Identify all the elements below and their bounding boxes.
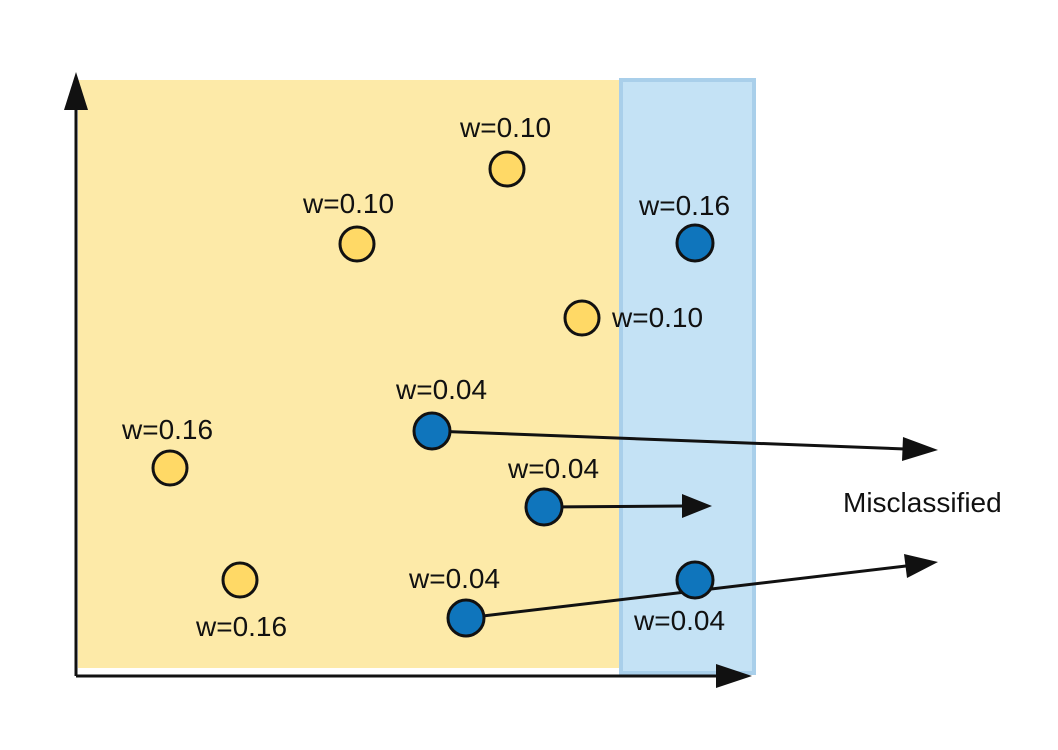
misclassified-label: Misclassified bbox=[843, 487, 1002, 518]
misclassified-arrowhead bbox=[682, 494, 712, 518]
blue-data-point bbox=[675, 560, 715, 600]
weight-label: w=0.16 bbox=[638, 190, 730, 221]
blue-data-point bbox=[524, 487, 564, 527]
weight-label: w=0.16 bbox=[121, 414, 213, 445]
yellow-data-point bbox=[151, 449, 189, 487]
misclassified-arrow bbox=[543, 504, 685, 509]
blue-data-point bbox=[675, 223, 715, 263]
weight-label: w=0.04 bbox=[507, 453, 599, 484]
weight-label: w=0.10 bbox=[611, 302, 703, 333]
weight-label: w=0.04 bbox=[633, 605, 725, 636]
blue-data-point bbox=[412, 411, 452, 451]
weight-labels: w=0.10 w=0.10 w=0.16 w=0.10 w=0.04 w=0.16 w=0.… bbox=[121, 112, 730, 642]
blue-data-point bbox=[446, 598, 486, 638]
misclassified-arrow bbox=[431, 429, 906, 451]
yellow-data-point bbox=[221, 561, 259, 599]
misclassified-arrowhead bbox=[904, 554, 938, 578]
yellow-data-point bbox=[488, 150, 526, 188]
weight-label: w=0.16 bbox=[195, 611, 287, 642]
x-axis-arrowhead bbox=[716, 664, 752, 688]
weight-label: w=0.10 bbox=[459, 112, 551, 143]
weight-label: w=0.04 bbox=[395, 374, 487, 405]
misclassified-arrowhead bbox=[902, 437, 938, 461]
yellow-data-point bbox=[338, 225, 376, 263]
weight-label: w=0.10 bbox=[302, 188, 394, 219]
weight-label: w=0.04 bbox=[408, 563, 500, 594]
y-axis-arrowhead bbox=[64, 72, 88, 110]
yellow-class-region bbox=[78, 80, 623, 668]
data-points bbox=[151, 150, 715, 638]
yellow-data-point bbox=[563, 299, 601, 337]
